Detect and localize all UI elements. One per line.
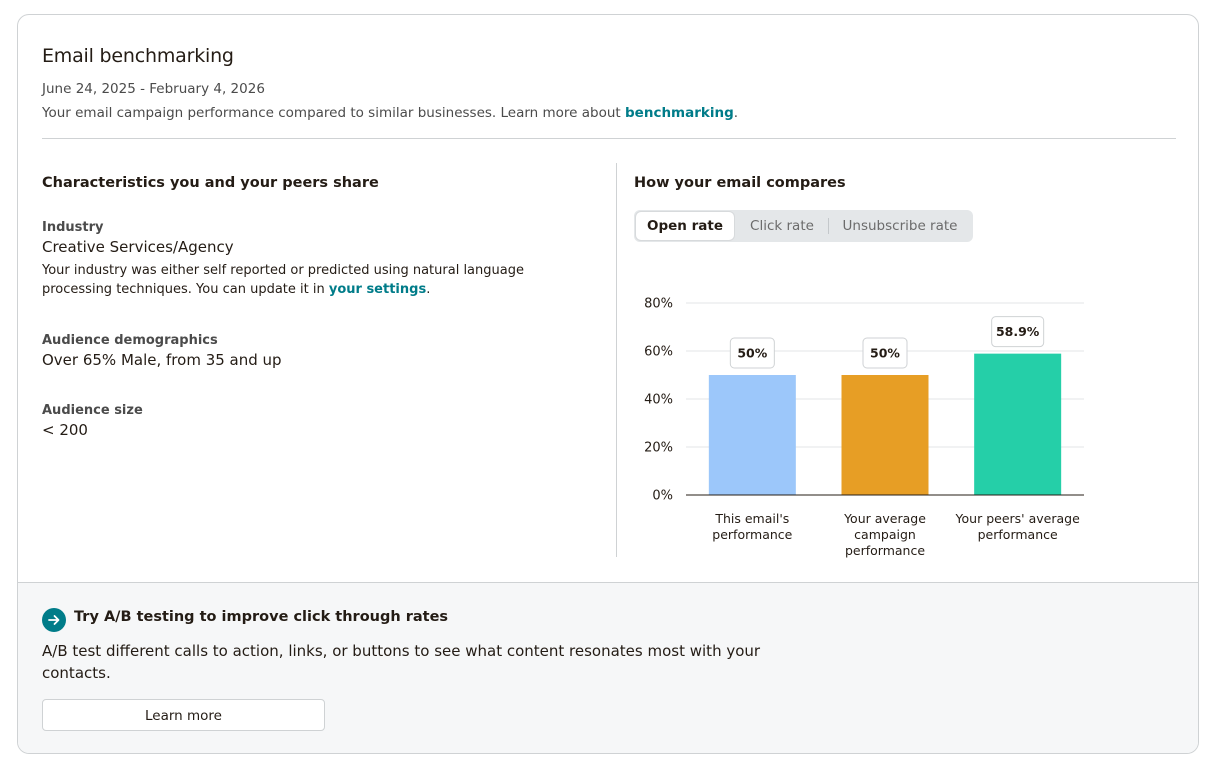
y-tick-label: 80% [644,297,673,312]
data-label-box [862,337,908,369]
open-rate-bar-chart: 0%20%40%60%80%50%This email'sperformance… [644,297,1084,558]
tab-open-rate[interactable]: Open rate [636,212,734,240]
tip-title: Try A/B testing to improve click through… [74,609,449,625]
bar [974,353,1062,495]
x-tick-label: This email's [714,511,789,526]
comparison-title: How your email compares [634,175,846,191]
characteristics-panel: Characteristics you and your peers share… [42,175,602,439]
x-tick-label: performance [845,543,925,558]
subtitle: Your email campaign performance compared… [42,105,738,121]
x-tick-label: Your peers' average [955,511,1081,526]
panel-divider [616,163,617,557]
data-label: 50% [870,346,900,361]
header-divider [42,138,1176,139]
x-tick-label: campaign [854,527,916,542]
industry-value: Creative Services/Agency [42,238,234,256]
demographics-label: Audience demographics [42,333,218,348]
page-title: Email benchmarking [42,45,234,67]
demographics-group: Audience demographics Over 65% Male, fro… [42,333,282,369]
tip-body: A/B test different calls to action, link… [42,642,761,682]
industry-note-suffix: . [426,282,431,297]
metric-tabs: Open rate Click rate Unsubscribe rate [634,210,973,242]
benchmarking-link[interactable]: benchmarking [625,105,734,121]
industry-note-text: Your industry was either self reported o… [42,263,524,297]
tab-separator [828,218,829,234]
data-label: 58.9% [996,324,1040,339]
email-benchmarking-card: Email benchmarking June 24, 2025 - Febru… [17,14,1199,754]
x-tick-label: performance [978,527,1058,542]
industry-label: Industry [42,220,104,235]
data-label-box [991,316,1045,348]
comparison-panel: How your email compares Open rate Click … [634,175,1174,575]
y-tick-label: 60% [644,345,673,360]
tab-unsubscribe-rate[interactable]: Unsubscribe rate [842,218,958,234]
arrow-right-icon [42,608,66,632]
y-tick-label: 40% [644,393,673,408]
y-tick-label: 0% [652,489,673,504]
data-label-box [729,337,775,369]
ab-testing-tip: Try A/B testing to improve click through… [18,582,1198,753]
bar [841,375,929,495]
audience-size-value: < 200 [42,421,88,439]
bar [708,375,796,495]
industry-note: Your industry was either self reported o… [42,261,542,299]
industry-group: Industry Creative Services/Agency Your i… [42,220,542,299]
your-settings-link[interactable]: your settings [328,282,427,297]
x-tick-label: Your average [843,511,926,526]
tab-click-rate[interactable]: Click rate [750,218,814,234]
subtitle-suffix: . [733,105,739,121]
characteristics-title: Characteristics you and your peers share [42,175,379,191]
y-tick-label: 20% [644,441,673,456]
audience-size-group: Audience size < 200 [42,403,143,439]
data-label: 50% [737,346,767,361]
demographics-value: Over 65% Male, from 35 and up [42,351,282,369]
learn-more-button[interactable]: Learn more [42,699,325,731]
subtitle-text: Your email campaign performance compared… [42,105,626,121]
date-range: June 24, 2025 - February 4, 2026 [42,81,265,97]
audience-size-label: Audience size [42,403,143,418]
x-tick-label: performance [712,527,792,542]
